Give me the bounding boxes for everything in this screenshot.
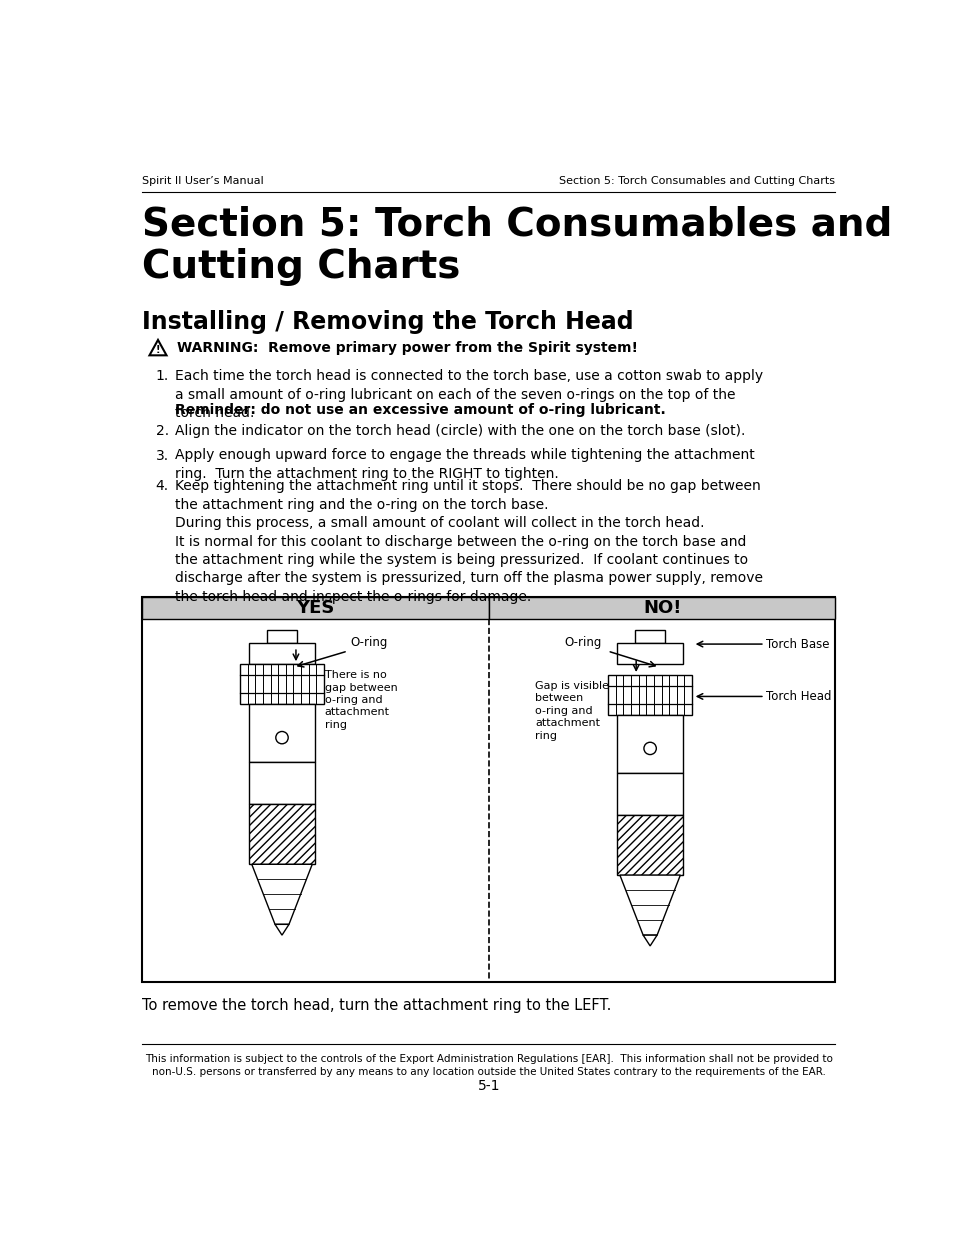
Bar bbox=[617, 642, 682, 664]
Text: 4.: 4. bbox=[155, 479, 169, 493]
Text: Section 5: Torch Consumables and Cutting Charts: Section 5: Torch Consumables and Cutting… bbox=[558, 175, 835, 185]
Text: 2.: 2. bbox=[155, 424, 169, 438]
Polygon shape bbox=[252, 864, 312, 924]
Text: To remove the torch head, turn the attachment ring to the LEFT.: To remove the torch head, turn the attac… bbox=[142, 998, 611, 1013]
Text: O-ring: O-ring bbox=[350, 636, 387, 650]
Text: NO!: NO! bbox=[642, 599, 680, 618]
Polygon shape bbox=[274, 924, 289, 935]
Text: Torch Base: Torch Base bbox=[765, 637, 829, 651]
Bar bbox=[617, 715, 682, 773]
Bar bbox=[488, 597, 835, 619]
Text: O-ring: O-ring bbox=[564, 636, 601, 650]
Text: WARNING:  Remove primary power from the Spirit system!: WARNING: Remove primary power from the S… bbox=[177, 341, 638, 354]
Text: Reminder: do not use an excessive amount of o-ring lubricant.: Reminder: do not use an excessive amount… bbox=[174, 403, 665, 417]
Text: !: ! bbox=[155, 345, 160, 354]
Text: 5-1: 5-1 bbox=[477, 1079, 499, 1093]
Text: Section 5: Torch Consumables and
Cutting Charts: Section 5: Torch Consumables and Cutting… bbox=[142, 206, 892, 287]
Text: Keep tightening the attachment ring until it stops.  There should be no gap betw: Keep tightening the attachment ring unti… bbox=[174, 479, 760, 511]
Text: This information is subject to the controls of the Export Administration Regulat: This information is subject to the contr… bbox=[145, 1053, 832, 1077]
Bar bbox=[617, 815, 682, 876]
Text: Each time the torch head is connected to the torch base, use a cotton swab to ap: Each time the torch head is connected to… bbox=[174, 369, 762, 420]
Bar bbox=[249, 804, 314, 864]
Text: There is no
gap between
o-ring and
attachment
ring: There is no gap between o-ring and attac… bbox=[324, 671, 397, 730]
Text: Torch Head: Torch Head bbox=[765, 690, 831, 703]
Text: Gap is visible
between
o-ring and
attachment
ring: Gap is visible between o-ring and attach… bbox=[535, 680, 609, 741]
Bar bbox=[635, 630, 664, 642]
Bar bbox=[617, 773, 682, 815]
Bar bbox=[249, 642, 314, 664]
Text: Spirit II User’s Manual: Spirit II User’s Manual bbox=[142, 175, 264, 185]
Polygon shape bbox=[642, 935, 657, 946]
Bar bbox=[608, 674, 691, 715]
Bar bbox=[267, 630, 296, 642]
Bar bbox=[142, 597, 835, 982]
Bar bbox=[142, 597, 488, 619]
Text: Installing / Removing the Torch Head: Installing / Removing the Torch Head bbox=[142, 310, 634, 333]
Text: YES: YES bbox=[296, 599, 335, 618]
Text: Align the indicator on the torch head (circle) with the one on the torch base (s: Align the indicator on the torch head (c… bbox=[174, 424, 744, 438]
Text: During this process, a small amount of coolant will collect in the torch head.
I: During this process, a small amount of c… bbox=[174, 516, 762, 604]
Bar bbox=[240, 664, 323, 704]
Bar bbox=[249, 762, 314, 804]
Text: 1.: 1. bbox=[155, 369, 169, 383]
Text: Apply enough upward force to engage the threads while tightening the attachment
: Apply enough upward force to engage the … bbox=[174, 448, 754, 480]
Polygon shape bbox=[619, 876, 679, 935]
Bar bbox=[249, 704, 314, 762]
Text: 3.: 3. bbox=[155, 448, 169, 462]
